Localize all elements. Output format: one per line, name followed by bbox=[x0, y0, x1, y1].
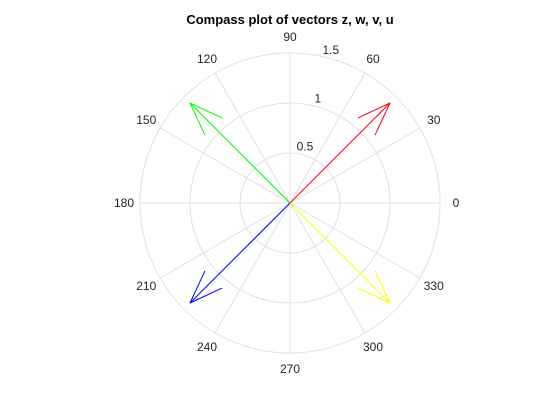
ring-1 bbox=[189, 102, 391, 304]
spoke-210 bbox=[159, 202, 291, 279]
theta-tick-label: 120 bbox=[197, 52, 217, 66]
vector-arrow bbox=[289, 202, 391, 304]
angle-tick-labels: 0 30 60 90 120 150 180 210 240 270 300 330 bbox=[114, 30, 460, 376]
vector-head-line bbox=[357, 102, 391, 119]
theta-tick-label: 210 bbox=[136, 279, 156, 293]
theta-tick-label: 330 bbox=[424, 279, 444, 293]
vector-shaft bbox=[189, 102, 291, 204]
vector-head-line bbox=[189, 102, 206, 136]
vector-shaft bbox=[189, 202, 291, 304]
theta-tick-label: 30 bbox=[427, 113, 441, 127]
polar-grid bbox=[139, 52, 441, 354]
r-tick-label: 0.5 bbox=[297, 140, 314, 154]
ring-2 bbox=[139, 52, 441, 354]
vector-head-line bbox=[189, 102, 223, 119]
spoke-30 bbox=[289, 127, 421, 204]
vector-head-line bbox=[189, 287, 223, 304]
theta-tick-label: 180 bbox=[114, 196, 134, 210]
vector-arrows bbox=[189, 102, 391, 304]
vector-head-line bbox=[374, 102, 391, 136]
theta-tick-label: 240 bbox=[197, 340, 217, 354]
chart-title: Compass plot of vectors z, w, v, u bbox=[186, 12, 393, 27]
spoke-150 bbox=[159, 127, 291, 204]
spoke-300 bbox=[289, 202, 366, 334]
vector-head-line bbox=[374, 270, 391, 304]
vector-arrow bbox=[189, 202, 291, 304]
theta-tick-label: 90 bbox=[283, 30, 297, 44]
spoke-120 bbox=[214, 72, 291, 204]
theta-tick-label: 300 bbox=[363, 340, 383, 354]
vector-shaft bbox=[289, 202, 391, 304]
vector-arrow bbox=[189, 102, 291, 204]
r-tick-label: 1.5 bbox=[322, 43, 339, 57]
r-tick-label: 1 bbox=[315, 91, 322, 105]
spoke-240 bbox=[214, 202, 291, 334]
theta-tick-label: 270 bbox=[280, 362, 300, 376]
radial-tick-labels: 0.5 1 1.5 bbox=[297, 43, 340, 154]
vector-head-line bbox=[357, 287, 391, 304]
spoke-330 bbox=[289, 202, 421, 279]
spoke-60 bbox=[289, 72, 366, 204]
theta-tick-label: 0 bbox=[453, 196, 460, 210]
theta-tick-label: 150 bbox=[136, 113, 156, 127]
ring-0 bbox=[239, 152, 341, 254]
vector-head-line bbox=[189, 270, 206, 304]
vector-arrow bbox=[289, 102, 391, 204]
theta-tick-label: 60 bbox=[366, 52, 380, 66]
vector-shaft bbox=[289, 102, 391, 204]
